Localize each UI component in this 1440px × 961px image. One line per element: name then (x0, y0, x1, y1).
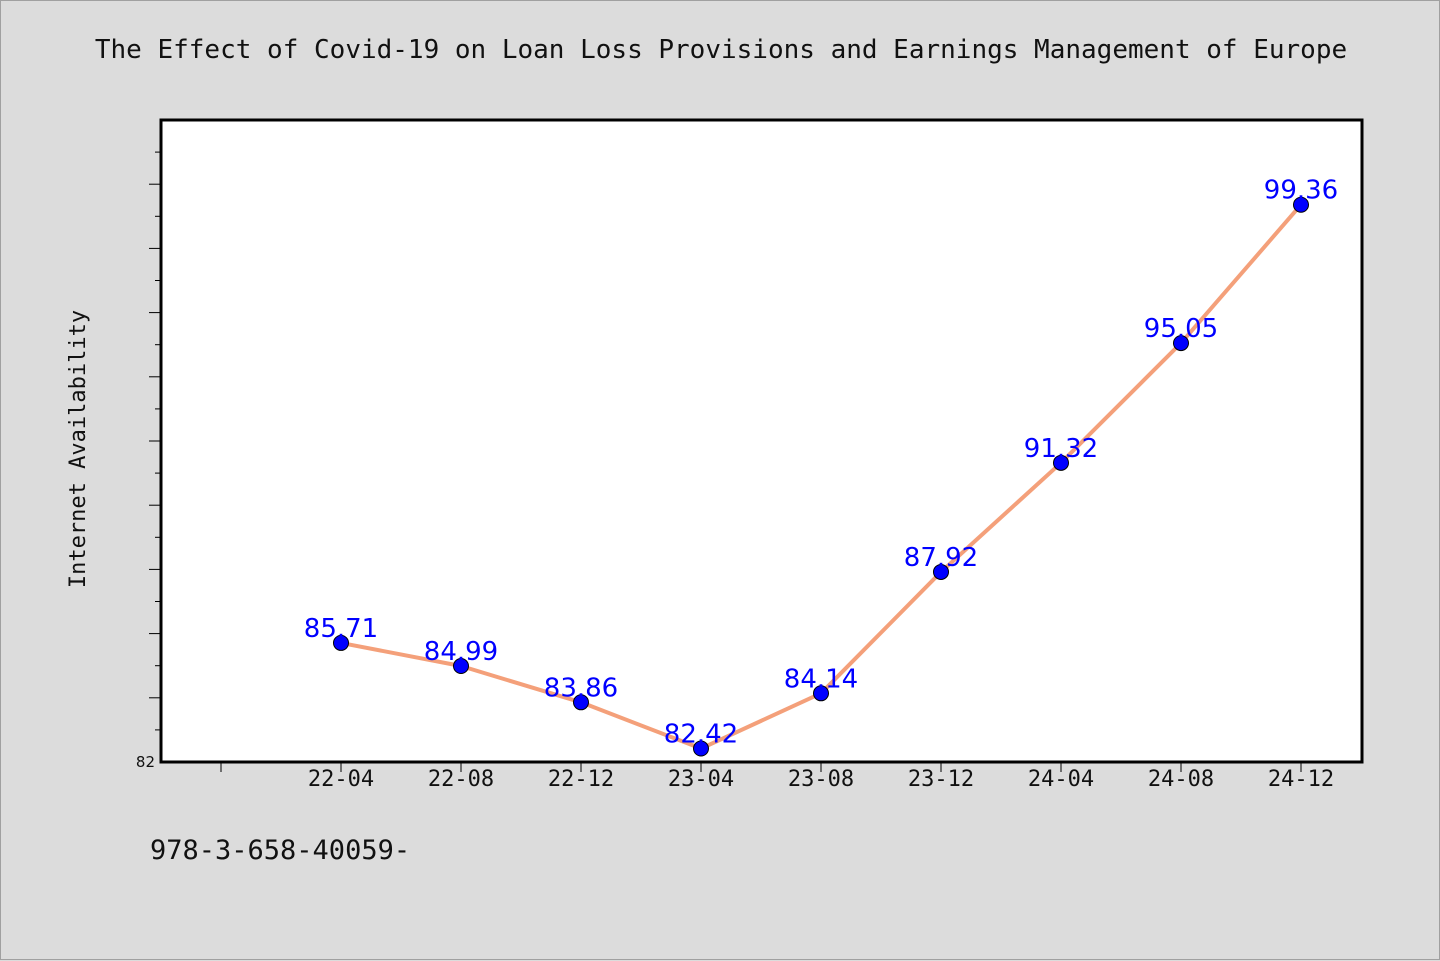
y-axis-title: Internet Availability (66, 310, 91, 588)
data-point (1293, 196, 1309, 213)
data-labels: 85.71 84.99 83.86 82.42 84.14 87.92 91.32 95.05… (304, 176, 1338, 750)
data-label: 84.14 (784, 664, 858, 694)
data-label: 91.32 (1024, 434, 1098, 464)
data-point (813, 685, 829, 702)
plot-area (159, 118, 1364, 764)
data-label: 99.36 (1264, 176, 1338, 206)
data-label: 95.05 (1144, 314, 1218, 344)
x-tick-label: 23-08 (788, 767, 854, 792)
data-point (453, 658, 469, 675)
data-point (1173, 335, 1189, 352)
data-point (933, 563, 949, 580)
x-tick-label: 23-04 (668, 767, 734, 792)
x-tick-label: 22-12 (548, 767, 614, 792)
y-tick-label: 82 (136, 753, 155, 771)
x-tick-label: 24-04 (1028, 767, 1094, 792)
x-tick-label: 24-12 (1268, 767, 1334, 792)
data-markers (333, 196, 1309, 757)
x-tick-label: 22-04 (308, 767, 374, 792)
data-label: 87.92 (904, 543, 978, 573)
data-point (333, 634, 349, 651)
data-label: 82.42 (664, 720, 738, 750)
x-tick-label: 23-12 (908, 767, 974, 792)
x-tick-label: 24-08 (1148, 767, 1214, 792)
y-axis-ticks: 82 (136, 151, 161, 771)
data-label: 83.86 (544, 673, 618, 703)
data-point (573, 694, 589, 711)
data-point (693, 740, 709, 757)
x-axis-ticks: 22-04 22-08 22-12 23-04 23-08 23-12 24-04 24-08… (220, 762, 1334, 792)
x-tick-label: 22-08 (428, 767, 494, 792)
data-point (1053, 454, 1069, 471)
footnote: 978-3-658-40059- (150, 835, 411, 866)
chart-title: The Effect of Covid-19 on Loan Loss Prov… (94, 35, 1348, 65)
data-label: 85.71 (304, 614, 378, 644)
data-label: 84.99 (424, 637, 498, 667)
